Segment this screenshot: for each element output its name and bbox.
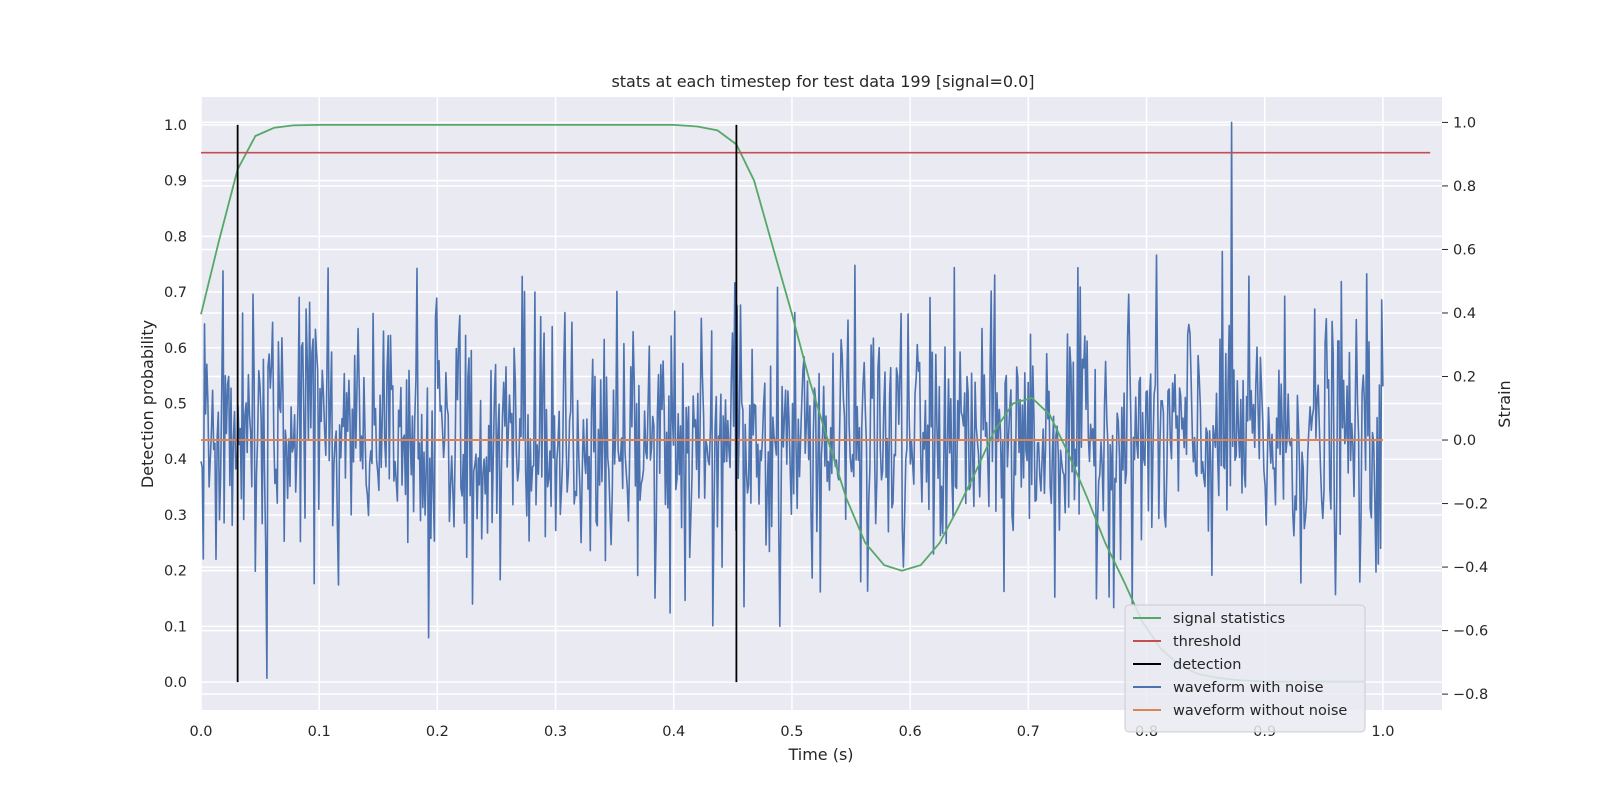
y-left-tick-label: 0.3 [164,508,187,524]
x-axis-label: Time (s) [787,745,853,764]
y-right-tick-label: 1.0 [1453,115,1476,131]
legend-label: signal statistics [1173,611,1285,627]
y-right-tick-label: 0.2 [1453,370,1476,386]
legend-box [1124,604,1366,733]
x-tick-label: 0.0 [189,724,212,740]
y-left-tick-label: 0.5 [164,397,187,413]
y-right-tick-label: −0.8 [1453,687,1488,703]
x-tick-label: 0.1 [308,724,331,740]
y-right-tick-label: −0.6 [1453,624,1488,640]
y-left-tick-label: 0.8 [164,229,187,245]
y-right-tick-label: −0.4 [1453,560,1488,576]
y-left-tick-label: 0.2 [164,564,187,580]
y-right-tick-label: 0.8 [1453,179,1476,195]
x-tick-label: 0.2 [426,724,449,740]
legend-label: threshold [1173,634,1241,650]
x-tick-label: 0.6 [899,724,922,740]
x-tick-label: 1.0 [1371,724,1394,740]
y-left-tick-label: 0.1 [164,619,187,635]
x-tick-label: 0.4 [662,724,685,740]
legend-label: waveform with noise [1173,680,1324,696]
x-tick-label: 0.5 [780,724,803,740]
chart-title: stats at each timestep for test data 199… [611,72,1034,91]
y-axis-left-label: Detection probability [138,320,157,488]
y-right-tick-label: −0.2 [1453,497,1488,513]
legend-label: waveform without noise [1173,703,1347,719]
waveform-with-noise-line [200,121,1384,680]
y-left-tick-label: 0.7 [164,285,187,301]
y-left-tick-label: 0.0 [164,675,187,691]
y-axis-right: −0.8 −0.6 −0.4 −0.2 0.0 0.2 0.4 0.6 0.8 1.0 [1442,115,1488,703]
y-left-tick-label: 0.4 [164,452,187,468]
y-left-tick-label: 0.9 [164,174,187,190]
y-left-tick-label: 1.0 [164,118,187,134]
y-right-tick-label: 0.6 [1453,242,1476,258]
legend-label: detection [1173,657,1241,673]
y-axis-left: 0.0 0.1 0.2 0.3 0.4 0.5 0.6 0.7 0.8 0.9 1.0 [164,118,187,691]
y-left-tick-label: 0.6 [164,341,187,357]
legend: signal statistics threshold detection wavef… [1124,604,1366,733]
x-tick-label: 0.7 [1017,724,1040,740]
y-axis-right-label: Strain [1495,380,1514,427]
y-right-tick-label: 0.0 [1453,433,1476,449]
y-right-tick-label: 0.4 [1453,306,1476,322]
x-tick-label: 0.3 [544,724,567,740]
